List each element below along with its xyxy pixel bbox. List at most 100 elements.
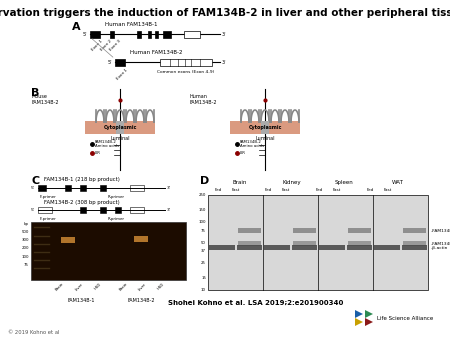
- Text: 10: 10: [201, 288, 206, 292]
- Text: B: B: [31, 88, 40, 98]
- Bar: [116, 121, 124, 134]
- Text: 5': 5': [31, 208, 35, 212]
- Polygon shape: [355, 310, 363, 318]
- Bar: [115, 207, 121, 213]
- Text: 150: 150: [198, 208, 206, 212]
- Text: Life Science Alliance: Life Science Alliance: [377, 315, 433, 320]
- Text: 15: 15: [201, 276, 206, 280]
- Text: FAM134B-1: FAM134B-1: [67, 298, 95, 303]
- Bar: [402, 241, 426, 246]
- Text: Shohei Kohno et al. LSA 2019;2:e201900340: Shohei Kohno et al. LSA 2019;2:e20190034…: [168, 300, 343, 306]
- Text: LIR: LIR: [240, 151, 246, 155]
- Text: © 2019 Kohno et al: © 2019 Kohno et al: [8, 330, 59, 335]
- Text: Fed: Fed: [265, 188, 272, 192]
- Text: F-primer: F-primer: [40, 217, 57, 221]
- Text: Cytoplasmic: Cytoplasmic: [248, 125, 282, 130]
- Text: Mouse
FAM134B-2: Mouse FAM134B-2: [32, 94, 59, 105]
- Bar: [163, 30, 171, 38]
- Bar: [65, 185, 71, 191]
- Text: Starvation triggers the induction of FAM134B-2 in liver and other peripheral tis: Starvation triggers the induction of FAM…: [0, 8, 450, 18]
- Text: Liver: Liver: [138, 282, 148, 292]
- Bar: [63, 237, 75, 242]
- Bar: [402, 228, 426, 233]
- Bar: [38, 185, 46, 191]
- Bar: [90, 30, 100, 38]
- Text: R-primer: R-primer: [108, 195, 125, 199]
- Text: FAM134B-2
Amino acids: FAM134B-2 Amino acids: [240, 140, 264, 148]
- Polygon shape: [365, 310, 373, 318]
- Text: 3': 3': [167, 186, 171, 190]
- Text: FAM134B-2: FAM134B-2: [127, 298, 155, 303]
- Text: 25: 25: [201, 261, 206, 265]
- Text: HSD: HSD: [94, 282, 103, 291]
- Text: Fed: Fed: [214, 188, 221, 192]
- Text: Cytoplasmic: Cytoplasmic: [104, 125, 137, 130]
- Text: Human FAM134B-2: Human FAM134B-2: [130, 50, 183, 55]
- Bar: [100, 185, 106, 191]
- Polygon shape: [365, 318, 373, 326]
- Text: LIR: LIR: [95, 151, 101, 155]
- Text: HSD: HSD: [157, 282, 166, 291]
- Bar: [374, 245, 400, 250]
- Text: 75: 75: [24, 263, 29, 267]
- Text: 50: 50: [201, 241, 206, 244]
- Bar: [160, 58, 212, 66]
- Text: Luminal: Luminal: [110, 136, 130, 141]
- Bar: [264, 245, 289, 250]
- Text: 3': 3': [222, 31, 226, 37]
- Bar: [130, 207, 144, 213]
- Text: 5': 5': [108, 59, 112, 65]
- Text: 3': 3': [222, 59, 226, 65]
- Text: 500: 500: [22, 230, 29, 234]
- Text: C: C: [31, 176, 39, 186]
- Text: FAM134B-1 (218 bp product): FAM134B-1 (218 bp product): [44, 177, 120, 182]
- Text: –FAM134B-1: –FAM134B-1: [431, 228, 450, 233]
- Bar: [61, 237, 75, 243]
- Bar: [80, 185, 86, 191]
- Bar: [184, 30, 200, 38]
- Text: Exon 2: Exon 2: [100, 39, 113, 52]
- Text: Brain: Brain: [55, 282, 65, 292]
- Bar: [261, 121, 269, 134]
- Text: 75: 75: [201, 228, 206, 233]
- Text: bp: bp: [24, 222, 29, 226]
- Bar: [292, 241, 316, 246]
- Text: 100: 100: [22, 255, 29, 259]
- Bar: [130, 185, 144, 191]
- Bar: [230, 121, 300, 134]
- Text: FAM134B-2 (308 bp product): FAM134B-2 (308 bp product): [44, 200, 120, 205]
- Bar: [347, 228, 371, 233]
- Text: Fed: Fed: [315, 188, 323, 192]
- Text: R-primer: R-primer: [108, 217, 125, 221]
- Text: A: A: [72, 22, 81, 32]
- Text: –FAM134B-2: –FAM134B-2: [431, 242, 450, 246]
- Bar: [208, 195, 428, 290]
- Text: 200: 200: [22, 246, 29, 250]
- Text: Fast: Fast: [333, 188, 341, 192]
- Bar: [238, 241, 261, 246]
- Bar: [346, 245, 372, 250]
- Bar: [100, 207, 106, 213]
- Bar: [292, 228, 316, 233]
- Text: Exon 1: Exon 1: [91, 39, 104, 52]
- Bar: [292, 245, 317, 250]
- Text: 250: 250: [198, 193, 206, 197]
- Text: 37: 37: [201, 249, 206, 254]
- Text: Fast: Fast: [282, 188, 290, 192]
- Text: Luminal: Luminal: [255, 136, 275, 141]
- Bar: [115, 58, 125, 66]
- Text: 5': 5': [82, 31, 87, 37]
- Bar: [31, 222, 186, 280]
- Text: Common exons (Exon 4-9): Common exons (Exon 4-9): [158, 70, 215, 74]
- Bar: [85, 121, 155, 134]
- Text: D: D: [200, 176, 209, 186]
- Text: 300: 300: [22, 238, 29, 242]
- Text: Brain: Brain: [119, 282, 129, 292]
- Text: Brain: Brain: [233, 180, 247, 185]
- Text: 5': 5': [31, 186, 35, 190]
- Text: Fast: Fast: [232, 188, 240, 192]
- Bar: [38, 207, 52, 213]
- Bar: [209, 245, 234, 250]
- Bar: [82, 237, 94, 242]
- Bar: [319, 245, 345, 250]
